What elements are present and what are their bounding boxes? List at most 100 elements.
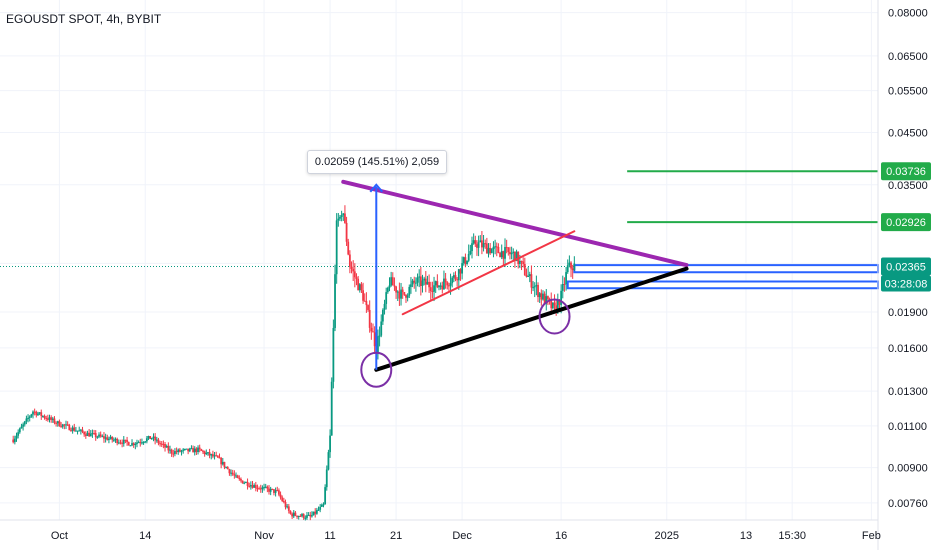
candle-body — [15, 435, 18, 439]
candle-body — [324, 487, 327, 505]
candle-body — [448, 285, 450, 287]
candle-body — [466, 260, 468, 265]
candle-body — [126, 439, 128, 443]
candle-body — [299, 515, 302, 517]
price-tick-label: 0.00900 — [888, 463, 928, 475]
candle-body — [532, 287, 534, 289]
candle-body — [461, 263, 464, 274]
candle-body — [390, 277, 393, 286]
candle-body — [452, 275, 455, 278]
candle-body — [530, 274, 533, 288]
candle-body — [253, 485, 256, 488]
candle-body — [75, 430, 77, 432]
candle-body — [441, 285, 444, 290]
candle-body — [35, 411, 38, 416]
candle-body — [538, 293, 541, 298]
candle-body — [170, 449, 173, 454]
candle-body — [551, 302, 554, 309]
time-axis[interactable]: Oct 14 Nov 11 21 Dec 16 2025 13 15:30 Feb — [51, 530, 881, 542]
candle-body — [329, 435, 331, 453]
candle-body — [281, 497, 284, 502]
candle-body — [294, 512, 297, 516]
candle-body — [479, 240, 482, 243]
candle-body — [309, 514, 312, 517]
candle-body — [325, 469, 328, 488]
time-tick-label: Nov — [254, 530, 274, 542]
candle-body — [55, 422, 58, 424]
candle-body — [124, 439, 127, 441]
candle-body — [469, 251, 472, 254]
candle-body — [523, 264, 526, 276]
candle-body — [339, 216, 341, 219]
candle-body — [393, 285, 396, 287]
candle-body — [413, 280, 416, 283]
candle-body — [416, 277, 419, 283]
candle-body — [522, 261, 525, 265]
price-badge-label: 0.02926 — [886, 217, 926, 229]
candle-body — [535, 284, 538, 287]
candle-body — [304, 517, 307, 519]
candle-body — [273, 489, 275, 493]
candle-body — [81, 429, 84, 433]
candle-body — [70, 430, 72, 432]
candle-body — [433, 285, 435, 292]
candle-body — [504, 247, 506, 259]
candle-body — [292, 512, 295, 517]
candle-body — [37, 413, 39, 416]
candle-body — [187, 448, 190, 452]
candle-body — [83, 432, 86, 435]
candle-body — [509, 252, 511, 255]
candle-body — [494, 246, 497, 248]
candle-body — [391, 277, 394, 286]
time-tick-label: 16 — [555, 530, 567, 542]
candle-body — [190, 448, 193, 450]
candle-body — [144, 441, 147, 443]
trendline — [374, 266, 689, 372]
candle-body — [370, 327, 373, 332]
candle-body — [218, 457, 221, 459]
candle-body — [213, 455, 216, 457]
candle-body — [207, 452, 209, 454]
candle-body — [61, 424, 64, 427]
candle-body — [426, 281, 429, 285]
candle-body — [145, 438, 148, 442]
candle-body — [373, 332, 376, 347]
candle-body — [287, 506, 290, 511]
candle-body — [464, 257, 467, 265]
candle-body — [150, 437, 153, 440]
candle-body — [178, 449, 181, 452]
candle-body — [302, 514, 305, 519]
candle-body — [363, 300, 366, 302]
candle-body — [157, 439, 160, 444]
candle-body — [543, 293, 546, 304]
candle-body — [162, 443, 165, 445]
candle-body — [352, 268, 355, 272]
candle-body — [495, 246, 498, 248]
candle-body — [365, 301, 368, 306]
candle-body — [63, 424, 66, 426]
candle-body — [487, 247, 490, 254]
candle-body — [43, 415, 46, 418]
candle-body — [345, 222, 348, 242]
candle-body — [571, 268, 574, 271]
trendline — [401, 230, 576, 316]
candle-body — [514, 251, 516, 262]
candle-body — [177, 449, 180, 452]
candle-body — [396, 291, 399, 293]
candle-body — [408, 286, 411, 296]
candle-body — [223, 461, 226, 468]
candle-body — [286, 506, 289, 508]
candle-body — [167, 445, 170, 451]
candle-body — [99, 434, 102, 437]
candle-body — [53, 418, 56, 423]
measure-tooltip: 0.02059 (145.51%) 2,059 — [307, 150, 447, 174]
candle-body — [139, 442, 142, 444]
candle-body — [406, 295, 409, 298]
time-tick-label: 15:30 — [778, 530, 806, 542]
candle-body — [225, 467, 228, 469]
candle-body — [482, 243, 485, 248]
candles — [12, 205, 576, 521]
candle-body — [73, 427, 76, 431]
time-tick-label: 21 — [390, 530, 402, 542]
